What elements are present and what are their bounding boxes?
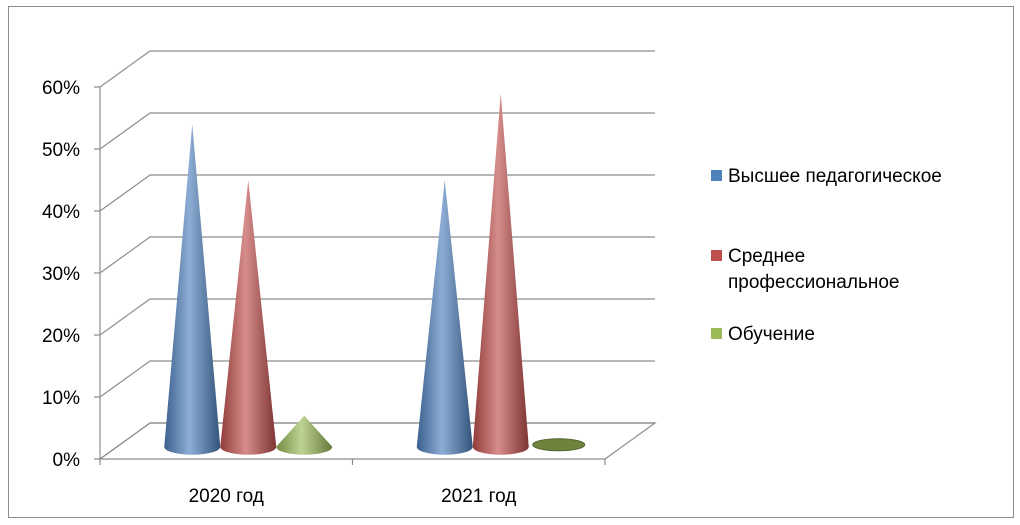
y-tick-label: 20%	[42, 326, 80, 347]
legend-item: Высшее педагогическое	[711, 166, 942, 187]
gridline	[99, 236, 655, 274]
cone-mark	[220, 180, 277, 455]
y-tick-label: 40%	[42, 202, 80, 223]
x-tick-label: 2020 год	[189, 486, 264, 507]
legend-swatch	[711, 250, 722, 261]
y-tick-label: 10%	[42, 388, 80, 409]
cone-mark	[416, 180, 473, 455]
legend-item: Обучение	[711, 324, 815, 345]
y-tick-label: 30%	[42, 264, 80, 285]
legend-label: Обучение	[728, 324, 815, 345]
legend-swatch	[711, 328, 722, 339]
legend-swatch	[711, 170, 722, 181]
y-tick-label: 0%	[53, 450, 81, 471]
gridline	[99, 112, 655, 150]
cone-mark	[276, 415, 333, 455]
legend-item: Среднее профессиональное	[711, 246, 899, 293]
x-tick-label: 2021 год	[441, 486, 516, 507]
y-tick-label: 50%	[42, 140, 80, 161]
cone-mark	[532, 438, 586, 452]
cone-mark	[164, 124, 221, 455]
legend-label: Высшее педагогическое	[728, 166, 942, 187]
gridline	[99, 50, 655, 88]
legend-label: Среднее профессиональное	[728, 246, 899, 293]
cone-mark	[472, 93, 529, 455]
gridline	[99, 174, 655, 212]
floor	[98, 422, 657, 460]
y-tick-label: 60%	[42, 78, 80, 99]
